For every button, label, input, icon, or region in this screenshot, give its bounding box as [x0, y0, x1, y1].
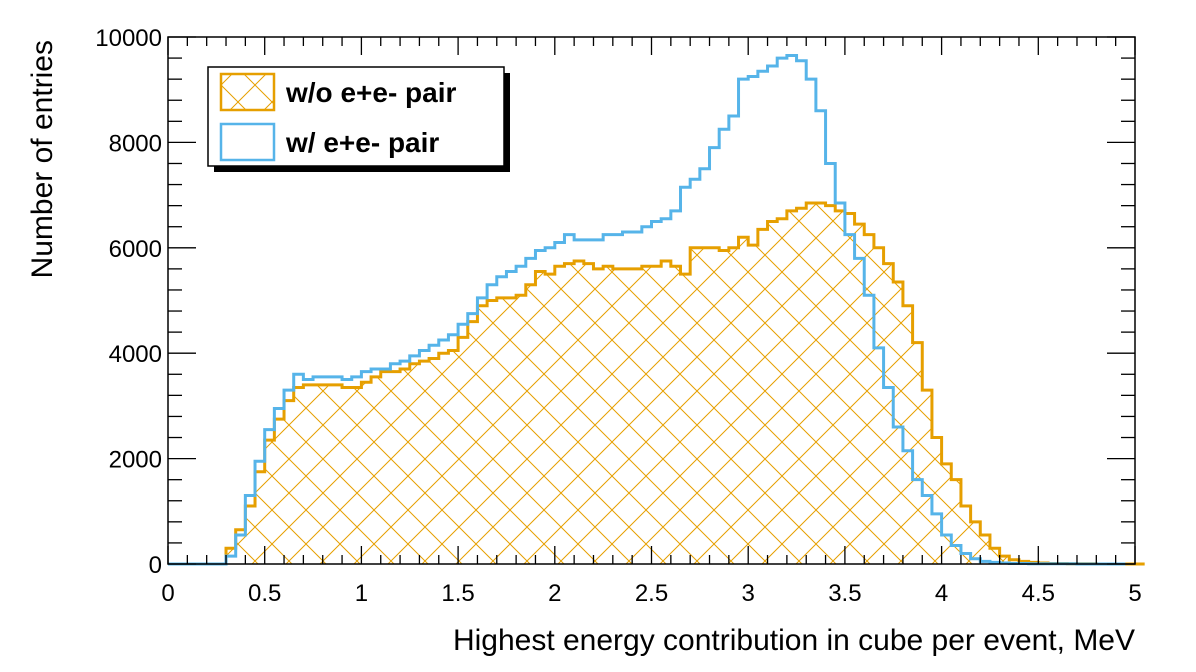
x-tick-label: 2.5 [635, 580, 668, 607]
x-tick-label: 2 [548, 580, 561, 607]
histogram-series-without-pair [168, 201, 1145, 566]
histogram-series-with-pair [168, 53, 1126, 566]
x-tick-label: 5 [1128, 580, 1141, 607]
legend-label-with-pair: w/ e+e- pair [285, 127, 439, 158]
x-tick-label: 4 [935, 580, 948, 607]
y-tick-label: 6000 [109, 236, 162, 263]
x-tick-label: 3 [742, 580, 755, 607]
x-tick-label: 3.5 [828, 580, 861, 607]
x-tick-label: 1.5 [441, 580, 474, 607]
legend: w/o e+e- pair w/ e+e- pair [207, 66, 510, 172]
x-tick-label: 4.5 [1022, 580, 1055, 607]
y-axis-title: Number of entries [26, 40, 59, 278]
x-tick-label: 0 [161, 580, 174, 607]
histogram-fill-without-pair [168, 203, 1145, 564]
legend-swatch-without-pair [219, 72, 276, 112]
y-tick-label: 8000 [109, 130, 162, 157]
x-tick-label: 1 [355, 580, 368, 607]
x-axis-title: Highest energy contribution in cube per … [453, 624, 1135, 657]
legend-label-without-pair: w/o e+e- pair [285, 77, 456, 108]
y-tick-label: 10000 [95, 25, 162, 52]
x-tick-label: 0.5 [248, 580, 281, 607]
y-tick-label: 0 [149, 552, 162, 579]
y-tick-label: 2000 [109, 447, 162, 474]
y-tick-label: 4000 [109, 341, 162, 368]
legend-swatch-with-pair [219, 122, 276, 162]
